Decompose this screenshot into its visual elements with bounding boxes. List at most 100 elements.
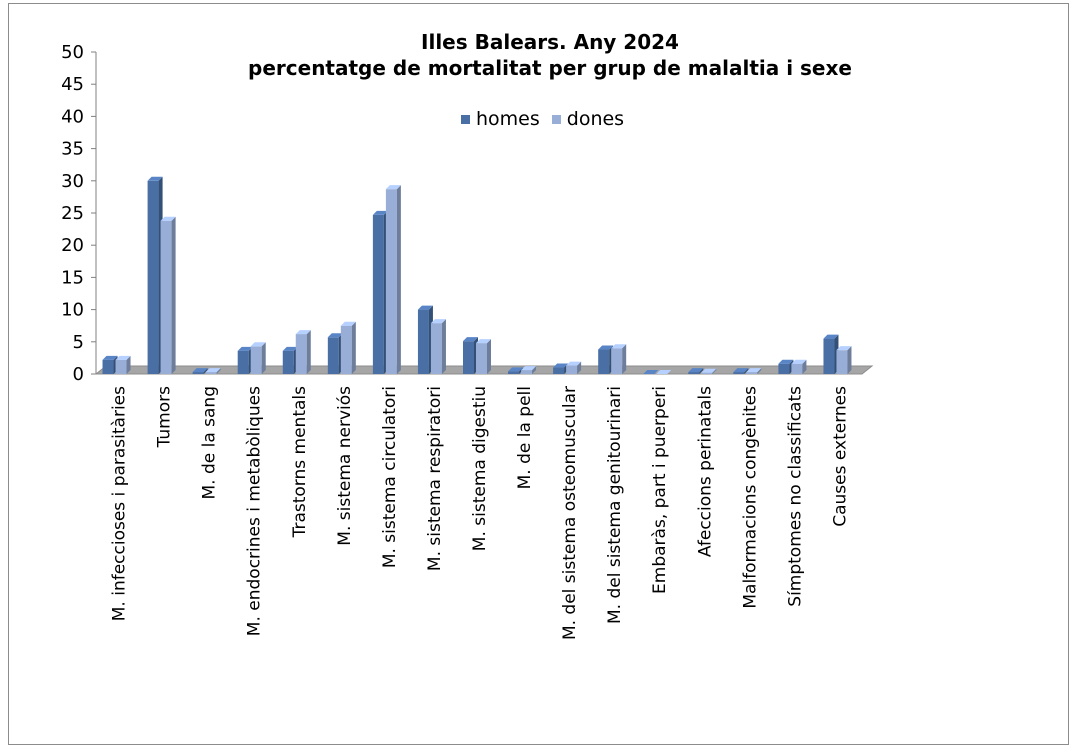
bar-side-dones <box>306 330 311 374</box>
bar-homes <box>147 180 159 374</box>
category-label: M. sistema respiratori <box>425 386 445 571</box>
bar-top-homes <box>508 367 524 372</box>
category-label: Tumors <box>155 386 175 449</box>
bar-dones <box>836 350 848 374</box>
legend-swatch-dones <box>551 114 561 124</box>
legend-item-homes: homes <box>461 108 540 130</box>
bar-side-homes <box>203 368 208 374</box>
bar-homes <box>823 338 835 374</box>
chart-subtitle: percentatge de mortalitat per grup de ma… <box>248 56 852 80</box>
bar-dones <box>205 372 217 374</box>
bar-top-homes <box>598 345 614 350</box>
bar-side-dones <box>487 339 491 374</box>
bar-top-dones <box>385 185 401 190</box>
bar-side-dones <box>126 355 131 374</box>
bar-side-dones <box>802 359 807 374</box>
category-label: Embaràs, part i puerperi <box>650 386 670 594</box>
y-tick-label: 15 <box>61 267 84 288</box>
bar-top-homes <box>733 368 749 373</box>
bar-side-dones <box>757 368 762 374</box>
bar-top-homes <box>688 368 704 373</box>
bar-top-dones <box>340 321 356 326</box>
bar-homes <box>417 309 429 374</box>
bar-side-dones <box>847 346 852 374</box>
bar-side-dones <box>396 185 401 374</box>
bar-side-homes <box>699 368 704 374</box>
y-tick-label: 0 <box>73 364 84 385</box>
bar-side-dones <box>622 344 627 374</box>
category-label: M. sistema circulatori <box>380 386 400 568</box>
category-label: Malformacions congènites <box>740 386 760 609</box>
bar-dones <box>746 372 758 374</box>
bar-top-homes <box>237 346 253 351</box>
legend: homes dones <box>461 108 636 130</box>
category-label: M. sistema nerviós <box>335 386 355 546</box>
bar-homes <box>192 372 204 374</box>
bar-dones <box>160 220 172 374</box>
bar-dones <box>476 343 487 374</box>
bar-dones <box>295 334 307 374</box>
bar-top-dones <box>430 319 446 324</box>
bar-dones <box>250 346 262 374</box>
bar-dones <box>701 372 713 374</box>
bar-top-dones <box>476 339 491 344</box>
category-label: M. del sistema genitourinari <box>605 386 625 624</box>
legend-swatch-homes <box>461 114 470 124</box>
category-label: Causes externes <box>830 386 850 527</box>
bar-top-homes <box>192 368 208 373</box>
bar-top-homes <box>823 334 839 339</box>
category-label: Afeccions perinatals <box>695 386 715 557</box>
bar-top-homes <box>643 370 659 374</box>
bar-homes <box>688 372 700 374</box>
bar-top-homes <box>372 210 388 215</box>
bar-side-dones <box>441 319 446 374</box>
bar-top-dones <box>746 368 762 373</box>
bar-side-dones <box>351 321 356 374</box>
bar-top-dones <box>115 355 131 360</box>
y-tick-label: 30 <box>61 171 84 192</box>
bar-homes <box>237 350 249 374</box>
bar-top-homes <box>553 363 569 368</box>
y-tick-label: 20 <box>61 235 84 256</box>
category-label: M. de la sang <box>200 386 220 500</box>
legend-label-dones: dones <box>566 108 625 130</box>
bar-top-dones <box>656 370 672 374</box>
bar-homes <box>463 341 474 374</box>
bar-top-homes <box>778 359 794 364</box>
bar-homes <box>372 214 384 374</box>
chart-title: Illes Balears. Any 2024 <box>421 30 679 54</box>
bar-top-dones <box>205 368 221 373</box>
bar-dones <box>791 363 803 374</box>
bar-top-dones <box>791 359 807 364</box>
legend-item-dones: dones <box>551 108 625 130</box>
category-label: M. infeccioses i parasitàries <box>110 386 130 621</box>
bar-homes <box>598 349 610 374</box>
bar-top-dones <box>701 368 717 373</box>
bar-side-homes <box>744 368 749 374</box>
bar-side-dones <box>577 361 582 374</box>
bar-top-homes <box>147 176 163 181</box>
bar-top-homes <box>282 346 298 351</box>
bar-dones <box>115 359 127 374</box>
bar-dones <box>385 189 397 374</box>
bar-top-dones <box>611 344 627 349</box>
bar-homes <box>102 359 114 374</box>
bar-homes <box>778 363 790 374</box>
y-tick-label: 50 <box>61 42 84 63</box>
category-label: M. sistema digestiu <box>470 386 490 551</box>
bar-homes <box>508 371 520 374</box>
bar-homes <box>282 350 294 374</box>
category-label: Trastorns mentals <box>290 386 310 539</box>
bar-dones <box>566 365 578 374</box>
bar-homes <box>327 337 339 374</box>
bar-dones <box>521 370 533 374</box>
y-tick-label: 35 <box>61 139 84 160</box>
bar-dones <box>611 348 623 374</box>
bar-top-dones <box>836 346 852 351</box>
y-tick-label: 5 <box>73 332 84 353</box>
bar-dones <box>340 325 352 374</box>
category-label: Símptomes no classificats <box>785 386 805 607</box>
category-label: M. de la pell <box>515 386 535 489</box>
legend-label-homes: homes <box>476 108 540 130</box>
